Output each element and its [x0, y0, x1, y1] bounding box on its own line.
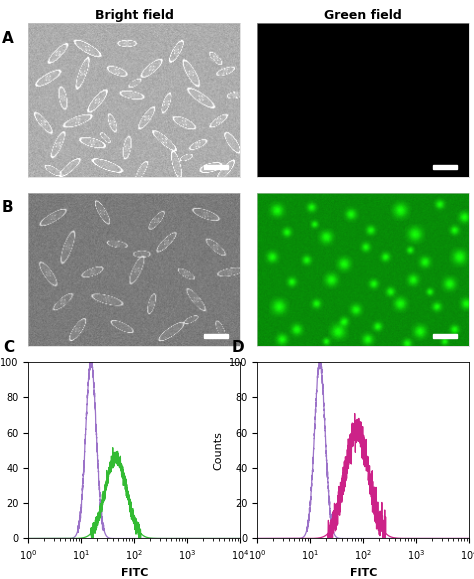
Bar — [433, 335, 456, 338]
Text: D: D — [232, 340, 245, 355]
Bar — [433, 165, 456, 169]
Title: Bright field: Bright field — [95, 9, 174, 22]
Y-axis label: Counts: Counts — [214, 431, 224, 470]
X-axis label: FITC: FITC — [121, 567, 148, 577]
Bar — [204, 335, 228, 338]
X-axis label: FITC: FITC — [350, 567, 377, 577]
Bar — [204, 165, 228, 169]
Title: Green field: Green field — [324, 9, 402, 22]
Text: A: A — [2, 31, 14, 46]
Text: B: B — [2, 200, 14, 215]
Text: C: C — [3, 340, 14, 355]
